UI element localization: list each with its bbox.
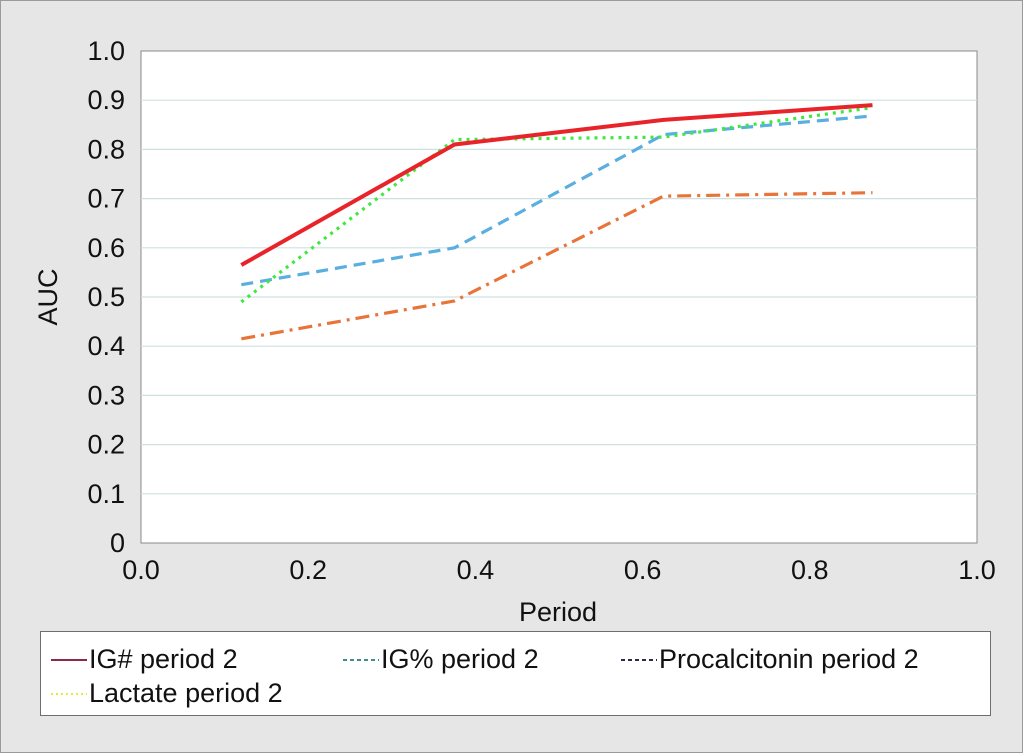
x-tick-label: 0.2 <box>289 555 327 585</box>
series-line-ig_num <box>240 103 873 267</box>
legend-label-lactate: Lactate period 2 <box>89 678 283 708</box>
y-tick-label: 0.7 <box>87 184 125 214</box>
legend-item-lactate: Lactate period 2 <box>51 678 283 709</box>
x-tick-label: 0.0 <box>122 555 160 585</box>
line-chart: 00.10.20.30.40.50.60.70.80.91.0 0.0 0.2 0.… <box>33 36 996 627</box>
y-tick-label: 1.0 <box>87 36 125 66</box>
series-line-ig_pct <box>241 114 873 287</box>
legend-swatch-lactate <box>51 692 87 695</box>
x-tick-label: 0.4 <box>457 555 495 585</box>
y-tick-label: 0 <box>110 528 125 558</box>
legend-swatch-procalcitonin <box>621 658 657 661</box>
y-tick-label: 0.3 <box>87 380 125 410</box>
y-tick-label: 0.2 <box>87 430 125 460</box>
y-axis-title: AUC <box>33 268 63 325</box>
y-tick-label: 0.4 <box>87 331 125 361</box>
legend-label-ig-num: IG# period 2 <box>89 644 238 674</box>
grid-lines <box>141 99 977 495</box>
x-axis-title: Period <box>519 597 597 627</box>
series-lines <box>240 103 873 341</box>
legend-swatch-ig-num <box>51 658 87 661</box>
legend-item-ig-pct: IG% period 2 <box>343 644 539 675</box>
y-tick-label: 0.6 <box>87 233 125 263</box>
y-tick-label: 0.1 <box>87 479 125 509</box>
legend: IG# period 2 IG% period 2 Procalcitonin … <box>40 631 991 716</box>
x-tick-label: 1.0 <box>958 555 996 585</box>
legend-swatch-ig-pct <box>343 658 379 661</box>
legend-label-procalcitonin: Procalcitonin period 2 <box>659 644 919 674</box>
x-tick-label: 0.6 <box>624 555 662 585</box>
series-line-procalcitonin <box>241 191 873 341</box>
legend-label-ig-pct: IG% period 2 <box>381 644 539 674</box>
y-tick-label: 0.5 <box>87 282 125 312</box>
x-tick-label: 0.8 <box>791 555 829 585</box>
legend-item-procalcitonin: Procalcitonin period 2 <box>621 644 919 675</box>
x-tick-labels: 0.0 0.2 0.4 0.6 0.8 1.0 <box>122 555 996 585</box>
y-tick-labels: 0 0.1 0.2 0.3 0.4 0.5 0.6 0.7 0.8 0.9 1.0 <box>87 36 125 558</box>
legend-item-ig-num: IG# period 2 <box>51 644 238 675</box>
y-tick-label: 0.9 <box>87 85 125 115</box>
y-tick-label: 0.8 <box>87 134 125 164</box>
